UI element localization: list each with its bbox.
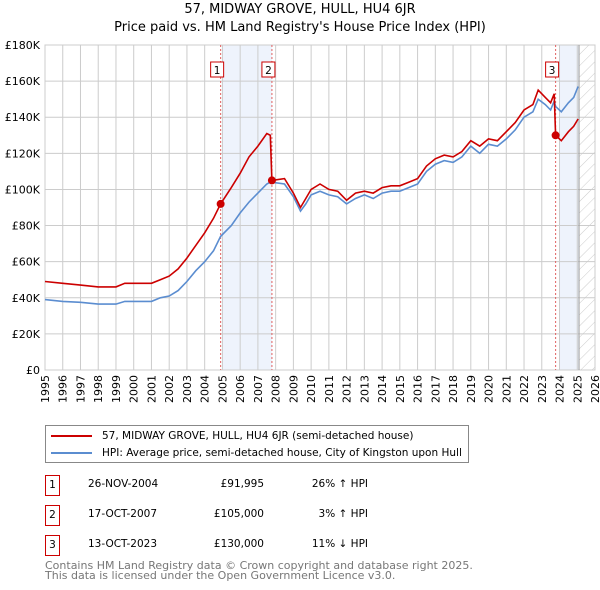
- x-tick-label: 2018: [447, 375, 460, 403]
- transaction-date: 26-NOV-2004: [88, 478, 159, 490]
- x-tick-label: 2019: [465, 375, 478, 403]
- y-tick-label: £100K: [5, 183, 41, 196]
- shaded-region: [222, 45, 273, 370]
- x-tick-label: 2017: [429, 375, 442, 403]
- transaction-price: £105,000: [213, 508, 264, 520]
- footer-copyright: Contains HM Land Registry data © Crown c…: [45, 559, 473, 572]
- x-tick-label: 1995: [39, 375, 52, 403]
- legend: 57, MIDWAY GROVE, HULL, HU4 6JR (semi-de…: [45, 425, 469, 463]
- x-tick-label: 2014: [376, 375, 389, 403]
- sale-label: 3: [549, 65, 556, 77]
- shaded-region: [559, 45, 580, 370]
- x-tick-label: 2020: [483, 375, 496, 403]
- sale-point: [551, 131, 560, 140]
- y-tick-label: £140K: [5, 111, 41, 124]
- transaction-hpi-diff: 3% ↑ HPI: [318, 508, 368, 520]
- x-tick-label: 2010: [305, 375, 318, 403]
- transaction-row: 2 17-OCT-2007 £105,000 3% ↑ HPI: [45, 505, 445, 526]
- chart-title: 57, MIDWAY GROVE, HULL, HU4 6JR: [184, 2, 416, 17]
- y-tick-label: £180K: [5, 39, 41, 52]
- hpi-line: [44, 86, 579, 305]
- legend-swatch-blue: [51, 452, 92, 454]
- legend-label: HPI: Average price, semi-detached house,…: [102, 447, 462, 459]
- y-tick-label: £0: [26, 364, 40, 377]
- x-tick-label: 2011: [323, 375, 336, 403]
- property-price-line: [44, 88, 579, 288]
- x-tick-label: 2005: [216, 375, 229, 403]
- sale-point: [267, 176, 276, 185]
- footer-licence: This data is licensed under the Open Gov…: [45, 569, 396, 582]
- forecast-hatch: [579, 45, 595, 370]
- x-tick-label: 2015: [394, 375, 407, 403]
- transaction-price: £91,995: [220, 478, 264, 490]
- chart-subtitle: Price paid vs. HM Land Registry's House …: [114, 20, 486, 35]
- transaction-price: £130,000: [213, 538, 264, 550]
- x-tick-label: 2022: [518, 375, 531, 403]
- transaction-number: 3: [45, 535, 60, 556]
- sale-label: 1: [214, 65, 221, 77]
- x-tick-label: 1999: [110, 375, 123, 403]
- x-tick-label: 2007: [252, 375, 265, 403]
- sale-label: 2: [265, 65, 272, 77]
- x-tick-label: 2001: [145, 375, 158, 403]
- transaction-number: 2: [45, 505, 60, 526]
- price-chart: 1995 1996 1997 1998 1999 2000 2001 2002 2003 2004…: [5, 39, 600, 403]
- y-tick-label: £60K: [12, 256, 41, 269]
- x-tick-label: 2012: [341, 375, 354, 403]
- transaction-date: 17-OCT-2007: [88, 508, 157, 520]
- legend-item-hpi: HPI: Average price, semi-detached house,…: [51, 447, 462, 459]
- x-tick-label: 2026: [589, 375, 600, 403]
- legend-item-property: 57, MIDWAY GROVE, HULL, HU4 6JR (semi-de…: [51, 430, 413, 442]
- x-tick-label: 2004: [199, 375, 212, 403]
- x-tick-label: 1997: [74, 375, 87, 403]
- x-tick-label: 2013: [358, 375, 371, 403]
- y-tick-label: £80K: [12, 220, 41, 233]
- transaction-date: 13-OCT-2023: [88, 538, 157, 550]
- x-tick-label: 2008: [270, 375, 283, 403]
- x-tick-label: 1996: [57, 375, 70, 403]
- x-tick-label: 2024: [554, 375, 567, 403]
- y-tick-label: £120K: [5, 147, 41, 160]
- x-tick-label: 1998: [92, 375, 105, 403]
- y-tick-label: £20K: [12, 328, 41, 341]
- transaction-number: 1: [45, 475, 60, 496]
- legend-swatch-red: [51, 435, 92, 437]
- x-tick-label: 2002: [163, 375, 176, 403]
- legend-label: 57, MIDWAY GROVE, HULL, HU4 6JR (semi-de…: [102, 430, 414, 442]
- sale-label-box: [210, 61, 225, 78]
- transaction-hpi-diff: 11% ↓ HPI: [311, 538, 368, 550]
- x-tick-label: 2003: [181, 375, 194, 403]
- x-tick-label: 2009: [287, 375, 300, 403]
- plot-border: [44, 44, 596, 371]
- y-tick-label: £160K: [5, 75, 41, 88]
- sale-label-box: [261, 61, 276, 78]
- transaction-hpi-diff: 26% ↑ HPI: [311, 478, 368, 490]
- sale-point: [216, 199, 225, 208]
- x-tick-label: 2021: [500, 375, 513, 403]
- x-tick-label: 2006: [234, 375, 247, 403]
- transaction-row: 1 26-NOV-2004 £91,995 26% ↑ HPI: [45, 475, 445, 496]
- x-tick-label: 2016: [412, 375, 425, 403]
- transaction-row: 3 13-OCT-2023 £130,000 11% ↓ HPI: [45, 535, 445, 556]
- x-tick-label: 2000: [128, 375, 141, 403]
- x-tick-label: 2025: [571, 375, 584, 403]
- x-tick-label: 2023: [536, 375, 549, 403]
- sale-label-box: [545, 61, 560, 78]
- y-tick-label: £40K: [12, 292, 41, 305]
